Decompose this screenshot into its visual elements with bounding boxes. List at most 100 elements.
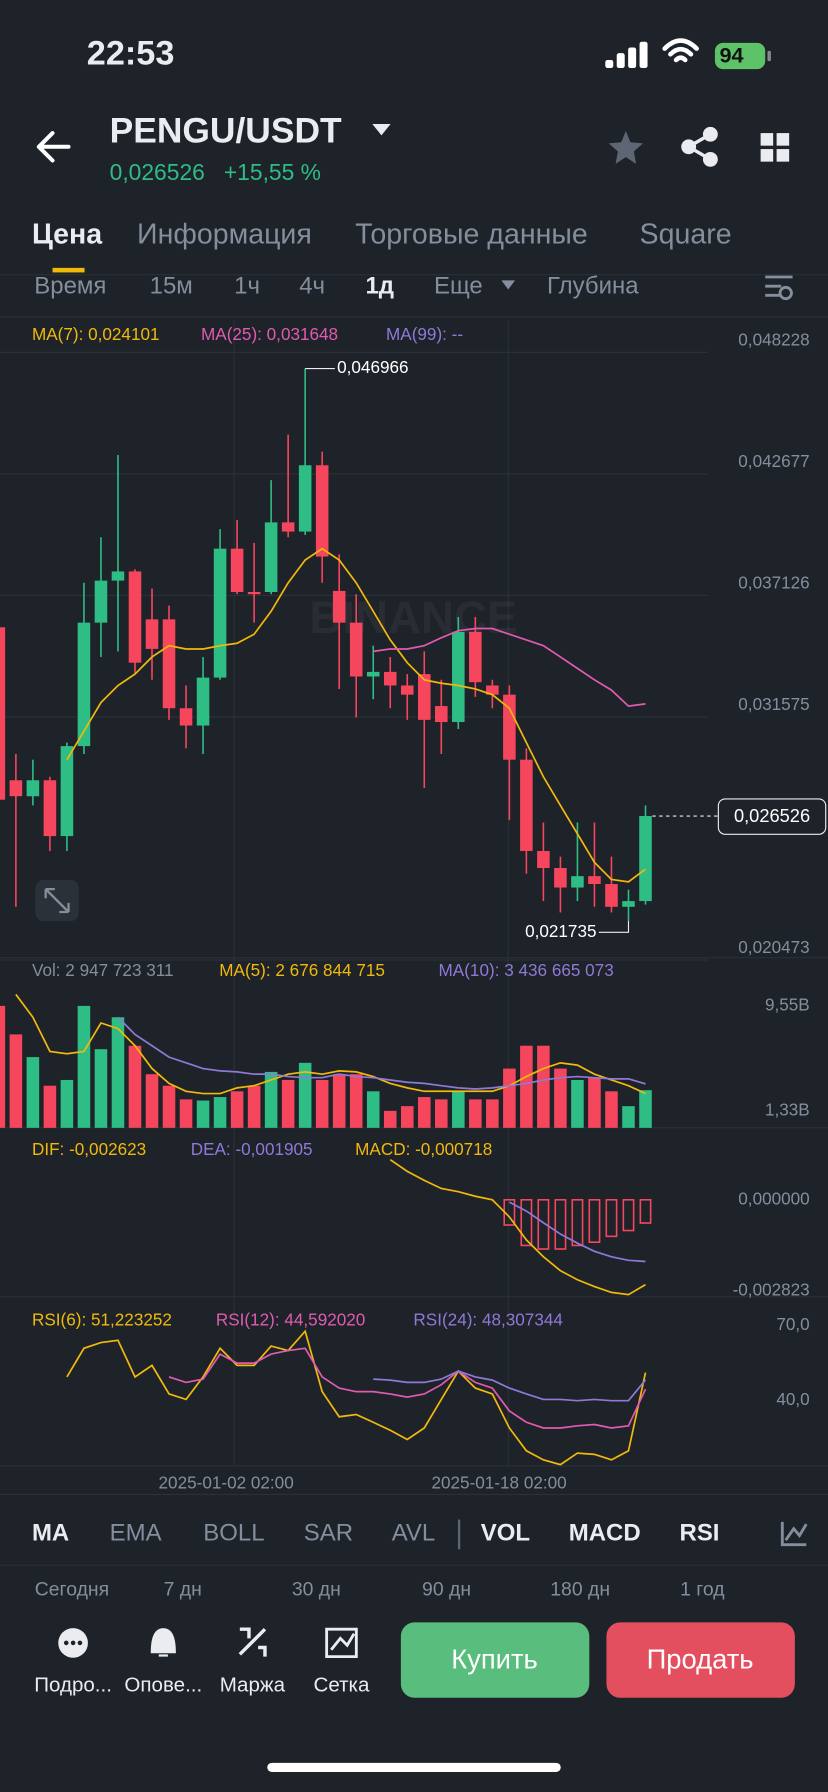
- timeframe[interactable]: 4ч: [299, 273, 325, 300]
- margin-icon[interactable]: [238, 1627, 267, 1657]
- timeframe[interactable]: Время: [34, 273, 106, 300]
- candle-body: [77, 622, 91, 747]
- indicator-settings[interactable]: [780, 1521, 808, 1547]
- timeframe[interactable]: 1ч: [234, 273, 260, 300]
- series-line: [66, 547, 647, 883]
- candle-body: [332, 590, 346, 623]
- favorite-button[interactable]: [608, 130, 643, 164]
- share-button[interactable]: [681, 126, 718, 167]
- candle-body: [179, 708, 193, 726]
- candle-body: [298, 465, 312, 532]
- volume-bar: [128, 1045, 142, 1128]
- candle-body: [128, 571, 142, 663]
- volume-bar: [349, 1074, 363, 1128]
- candle-body: [366, 671, 380, 677]
- volume-bar: [366, 1091, 380, 1128]
- indicator[interactable]: MACD: [569, 1520, 641, 1547]
- candle-body: [400, 685, 414, 695]
- clock: 22:53: [87, 34, 175, 72]
- details-icon[interactable]: [58, 1628, 88, 1658]
- tab[interactable]: Информация: [137, 218, 312, 250]
- action-label[interactable]: Опове...: [124, 1674, 202, 1697]
- volume-bar: [435, 1099, 448, 1128]
- grid-icon[interactable]: [325, 1627, 358, 1659]
- legend-entry: RSI(24): 48,307344: [413, 1309, 563, 1329]
- candle-body: [9, 780, 23, 797]
- period[interactable]: 180 дн: [550, 1579, 610, 1601]
- indicator[interactable]: AVL: [392, 1520, 436, 1547]
- action-label[interactable]: Маржа: [220, 1674, 286, 1697]
- action-label[interactable]: Сетка: [314, 1674, 370, 1697]
- indicator[interactable]: BOLL: [203, 1520, 264, 1547]
- last-price-label: 0,026526: [734, 805, 810, 826]
- period[interactable]: Сегодня: [35, 1579, 109, 1601]
- volume-bar: [417, 1097, 431, 1128]
- period[interactable]: 90 дн: [422, 1579, 471, 1601]
- buy-label[interactable]: Купить: [451, 1643, 538, 1674]
- candle-body: [503, 694, 516, 760]
- y-tick-label: -0,002823: [733, 1280, 810, 1300]
- home-indicator: [267, 1762, 561, 1772]
- candle-body: [315, 465, 329, 557]
- expand-button[interactable]: [35, 880, 79, 922]
- timeframe[interactable]: Глубина: [547, 273, 639, 300]
- candle-body: [264, 522, 278, 592]
- y-tick-label: 0,048228: [738, 329, 809, 349]
- action-label[interactable]: Подро...: [34, 1674, 112, 1697]
- tab[interactable]: Square: [640, 218, 732, 250]
- alert-icon[interactable]: [150, 1628, 176, 1657]
- volume-bar: [588, 1077, 601, 1128]
- candle-body: [0, 627, 6, 800]
- sell-label[interactable]: Продать: [647, 1643, 754, 1674]
- legend-entry: MA(25): 0,031648: [201, 324, 338, 344]
- indicator[interactable]: RSI: [680, 1520, 720, 1547]
- sell-button[interactable]: [606, 1622, 795, 1698]
- indicator[interactable]: VOL: [481, 1520, 530, 1547]
- timeframe[interactable]: 1д: [365, 273, 394, 300]
- volume-bar: [332, 1074, 346, 1128]
- volume-bar: [60, 1079, 74, 1128]
- y-tick-label: 40,0: [776, 1389, 809, 1409]
- candle-body: [537, 850, 550, 869]
- volume-bar: [554, 1068, 567, 1128]
- candle-body: [349, 622, 363, 677]
- more-dropdown[interactable]: [501, 280, 516, 290]
- timeframe[interactable]: Еще: [434, 273, 483, 300]
- period[interactable]: 30 дн: [292, 1579, 341, 1601]
- candle-body: [145, 619, 159, 649]
- volume-bar: [537, 1045, 550, 1128]
- buy-button[interactable]: [400, 1622, 590, 1698]
- tab[interactable]: Торговые данные: [355, 218, 588, 250]
- timeframe[interactable]: 15м: [150, 273, 193, 300]
- candle-body: [622, 901, 635, 907]
- period[interactable]: 7 дн: [164, 1579, 202, 1601]
- series-line: [66, 1329, 647, 1466]
- indicator[interactable]: MA: [32, 1520, 69, 1547]
- back-button[interactable]: [36, 131, 71, 163]
- legend-entry: DEA: -0,001905: [191, 1139, 313, 1159]
- volume-bar: [0, 1005, 6, 1128]
- candle-body: [469, 631, 482, 683]
- legend-entry: RSI(6): 51,223252: [32, 1309, 172, 1329]
- macd-bar: [622, 1198, 635, 1232]
- y-tick-label: 0,020473: [738, 937, 809, 957]
- menu-button[interactable]: [760, 133, 790, 162]
- candle-body: [571, 876, 584, 888]
- indicator[interactable]: SAR: [304, 1520, 353, 1547]
- volume-bar: [43, 1085, 57, 1128]
- indicator[interactable]: EMA: [110, 1520, 162, 1547]
- annotation-label: 0,021735: [525, 921, 596, 941]
- tab[interactable]: Цена: [32, 218, 103, 250]
- pair-dropdown[interactable]: [372, 123, 391, 136]
- legend-entry: RSI(12): 44,592020: [216, 1309, 365, 1329]
- pair-title[interactable]: PENGU/USDT: [110, 110, 342, 150]
- candle-body: [26, 780, 40, 797]
- battery-level: 94: [720, 42, 744, 67]
- chart-settings[interactable]: [765, 275, 793, 301]
- macd-bar: [571, 1198, 584, 1247]
- candle-body: [417, 674, 431, 720]
- period[interactable]: 1 год: [680, 1579, 725, 1601]
- volume-bar: [315, 1079, 329, 1128]
- y-tick-label: 0,037126: [738, 573, 809, 593]
